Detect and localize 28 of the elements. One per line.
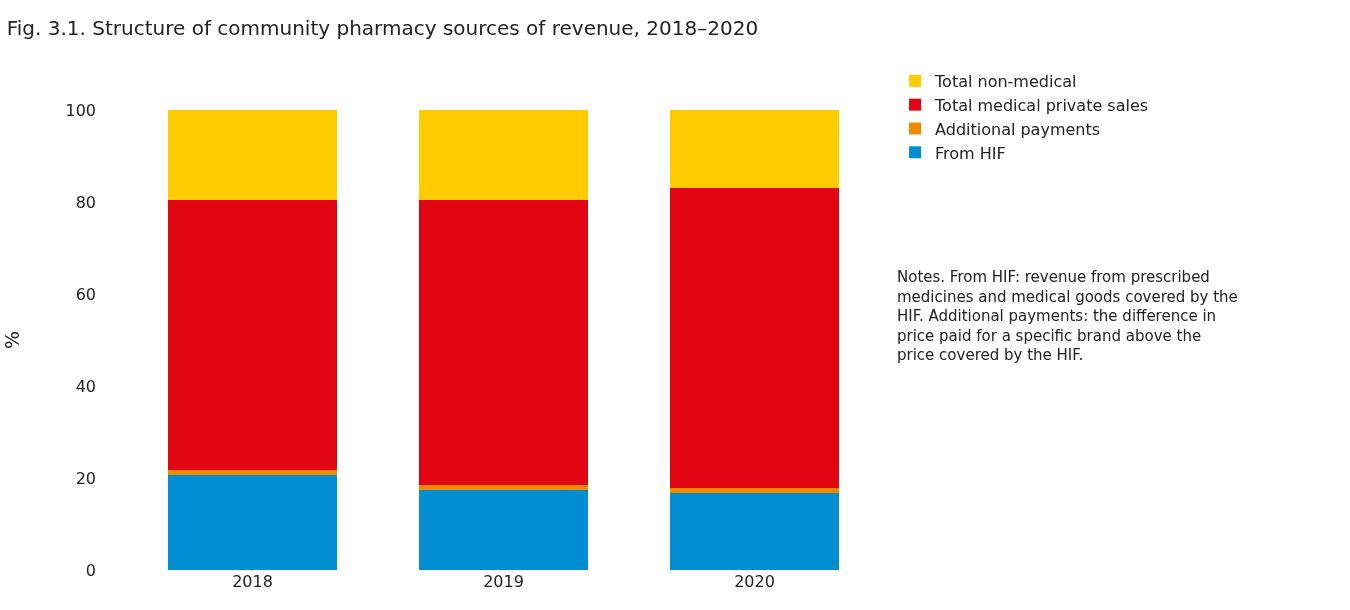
bar (670, 188, 839, 489)
bar (670, 493, 839, 570)
y-tick-label: 40 (75, 376, 96, 396)
bar (419, 484, 588, 490)
legend-label: From HIF (935, 143, 1006, 163)
bar (419, 110, 588, 200)
text: Notes. From HIF: revenue from prescribed medicines and medical goods covered by the HIF. Additional payments: the difference in price paid for a specific brand above the price covered by the HIF. (897, 268, 1238, 364)
y-tick-label: 80 (75, 192, 96, 212)
x-tick-label: 2018 (232, 572, 273, 591)
legend-label: Total non-medical (934, 72, 1077, 92)
y-tick-label: 0 (85, 560, 96, 580)
bar (168, 199, 337, 470)
bar (670, 488, 839, 494)
y-axis-title: % (1, 330, 24, 350)
y-tick-label: 100 (65, 100, 96, 120)
y-tick-label: 60 (75, 284, 96, 304)
bar (168, 469, 337, 475)
y-tick-label: 20 (75, 468, 96, 488)
legend-label: Additional payments (935, 119, 1101, 139)
chart-title: Fig. 3.1. Structure of community pharmacy sources of revenue, 2018–2020 (6, 16, 759, 41)
x-tick-label: 2020 (734, 572, 775, 591)
bar (419, 489, 588, 570)
bar (670, 110, 839, 189)
bar (168, 110, 337, 200)
bar (419, 199, 588, 485)
x-tick-label: 2019 (483, 572, 524, 591)
bar (168, 474, 337, 570)
legend-label: Total medical private sales (934, 95, 1149, 115)
